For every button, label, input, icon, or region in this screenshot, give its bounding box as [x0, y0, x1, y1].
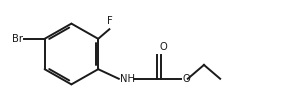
Text: F: F: [107, 16, 112, 26]
Text: O: O: [182, 74, 190, 84]
Text: NH: NH: [120, 74, 135, 84]
Text: O: O: [160, 42, 168, 52]
Text: Br: Br: [12, 34, 23, 44]
